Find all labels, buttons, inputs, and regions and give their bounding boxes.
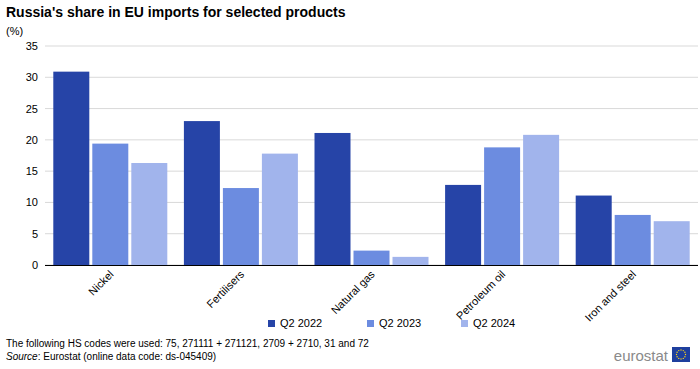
x-tick-label: Petroleum oil (454, 268, 508, 322)
logo-star (685, 354, 686, 355)
logo-star (683, 350, 684, 351)
logo-star (684, 356, 685, 357)
bar (262, 154, 298, 265)
bar (131, 163, 167, 265)
logo-star (676, 356, 677, 357)
logo-star (680, 349, 681, 350)
legend-swatch (367, 320, 374, 327)
y-tick-label: 20 (26, 134, 38, 146)
bar (576, 196, 612, 265)
subtitle: (%) (6, 25, 23, 37)
logo-star (684, 352, 685, 353)
legend-swatch (268, 320, 275, 327)
y-tick-label: 35 (26, 40, 38, 52)
x-axis (45, 265, 698, 266)
bar (184, 121, 220, 265)
logo-star (683, 358, 684, 359)
logo-text: eurostat (614, 347, 669, 364)
x-tick-label: Iron and steel (582, 268, 638, 324)
logo-star (680, 358, 681, 359)
chart: Russia's share in EU imports for selecte… (0, 0, 700, 369)
bars (53, 72, 689, 265)
grid-line (45, 77, 698, 78)
legend: Q2 2022 Q2 2023 Q2 2024 (268, 317, 515, 329)
legend-swatch (461, 320, 468, 327)
y-tick-label: 5 (32, 228, 38, 240)
source: Source: Eurostat (online data code: ds-0… (6, 351, 216, 362)
grid-line (45, 108, 698, 109)
x-tick-label: Fertilisers (204, 268, 247, 311)
legend-label: Q2 2023 (379, 317, 421, 329)
logo-flag (672, 347, 690, 362)
bar (615, 215, 651, 265)
bar (92, 144, 128, 265)
note: The following HS codes were used: 75, 27… (6, 338, 369, 349)
y-tick-label: 15 (26, 165, 38, 177)
y-tick-label: 0 (32, 259, 38, 271)
x-tick-label: Natural gas (329, 268, 378, 317)
bar (654, 221, 690, 265)
logo-star (678, 350, 679, 351)
logo-star (676, 352, 677, 353)
bar (223, 188, 259, 265)
bar (315, 133, 351, 265)
logo-star (676, 354, 677, 355)
legend-label: Q2 2022 (280, 317, 322, 329)
title: Russia's share in EU imports for selecte… (6, 4, 346, 20)
grid-line (45, 139, 698, 140)
y-tick-label: 30 (26, 71, 38, 83)
y-tick-label: 10 (26, 196, 38, 208)
bar (393, 257, 429, 265)
bar (484, 147, 520, 265)
logo-star (678, 358, 679, 359)
grid-line (45, 46, 698, 47)
y-tick-label: 25 (26, 103, 38, 115)
legend-label: Q2 2024 (473, 317, 515, 329)
bar (53, 72, 89, 265)
x-tick-label: Nickel (86, 268, 116, 298)
bar (354, 251, 390, 265)
bar (523, 135, 559, 265)
bar (445, 185, 481, 265)
